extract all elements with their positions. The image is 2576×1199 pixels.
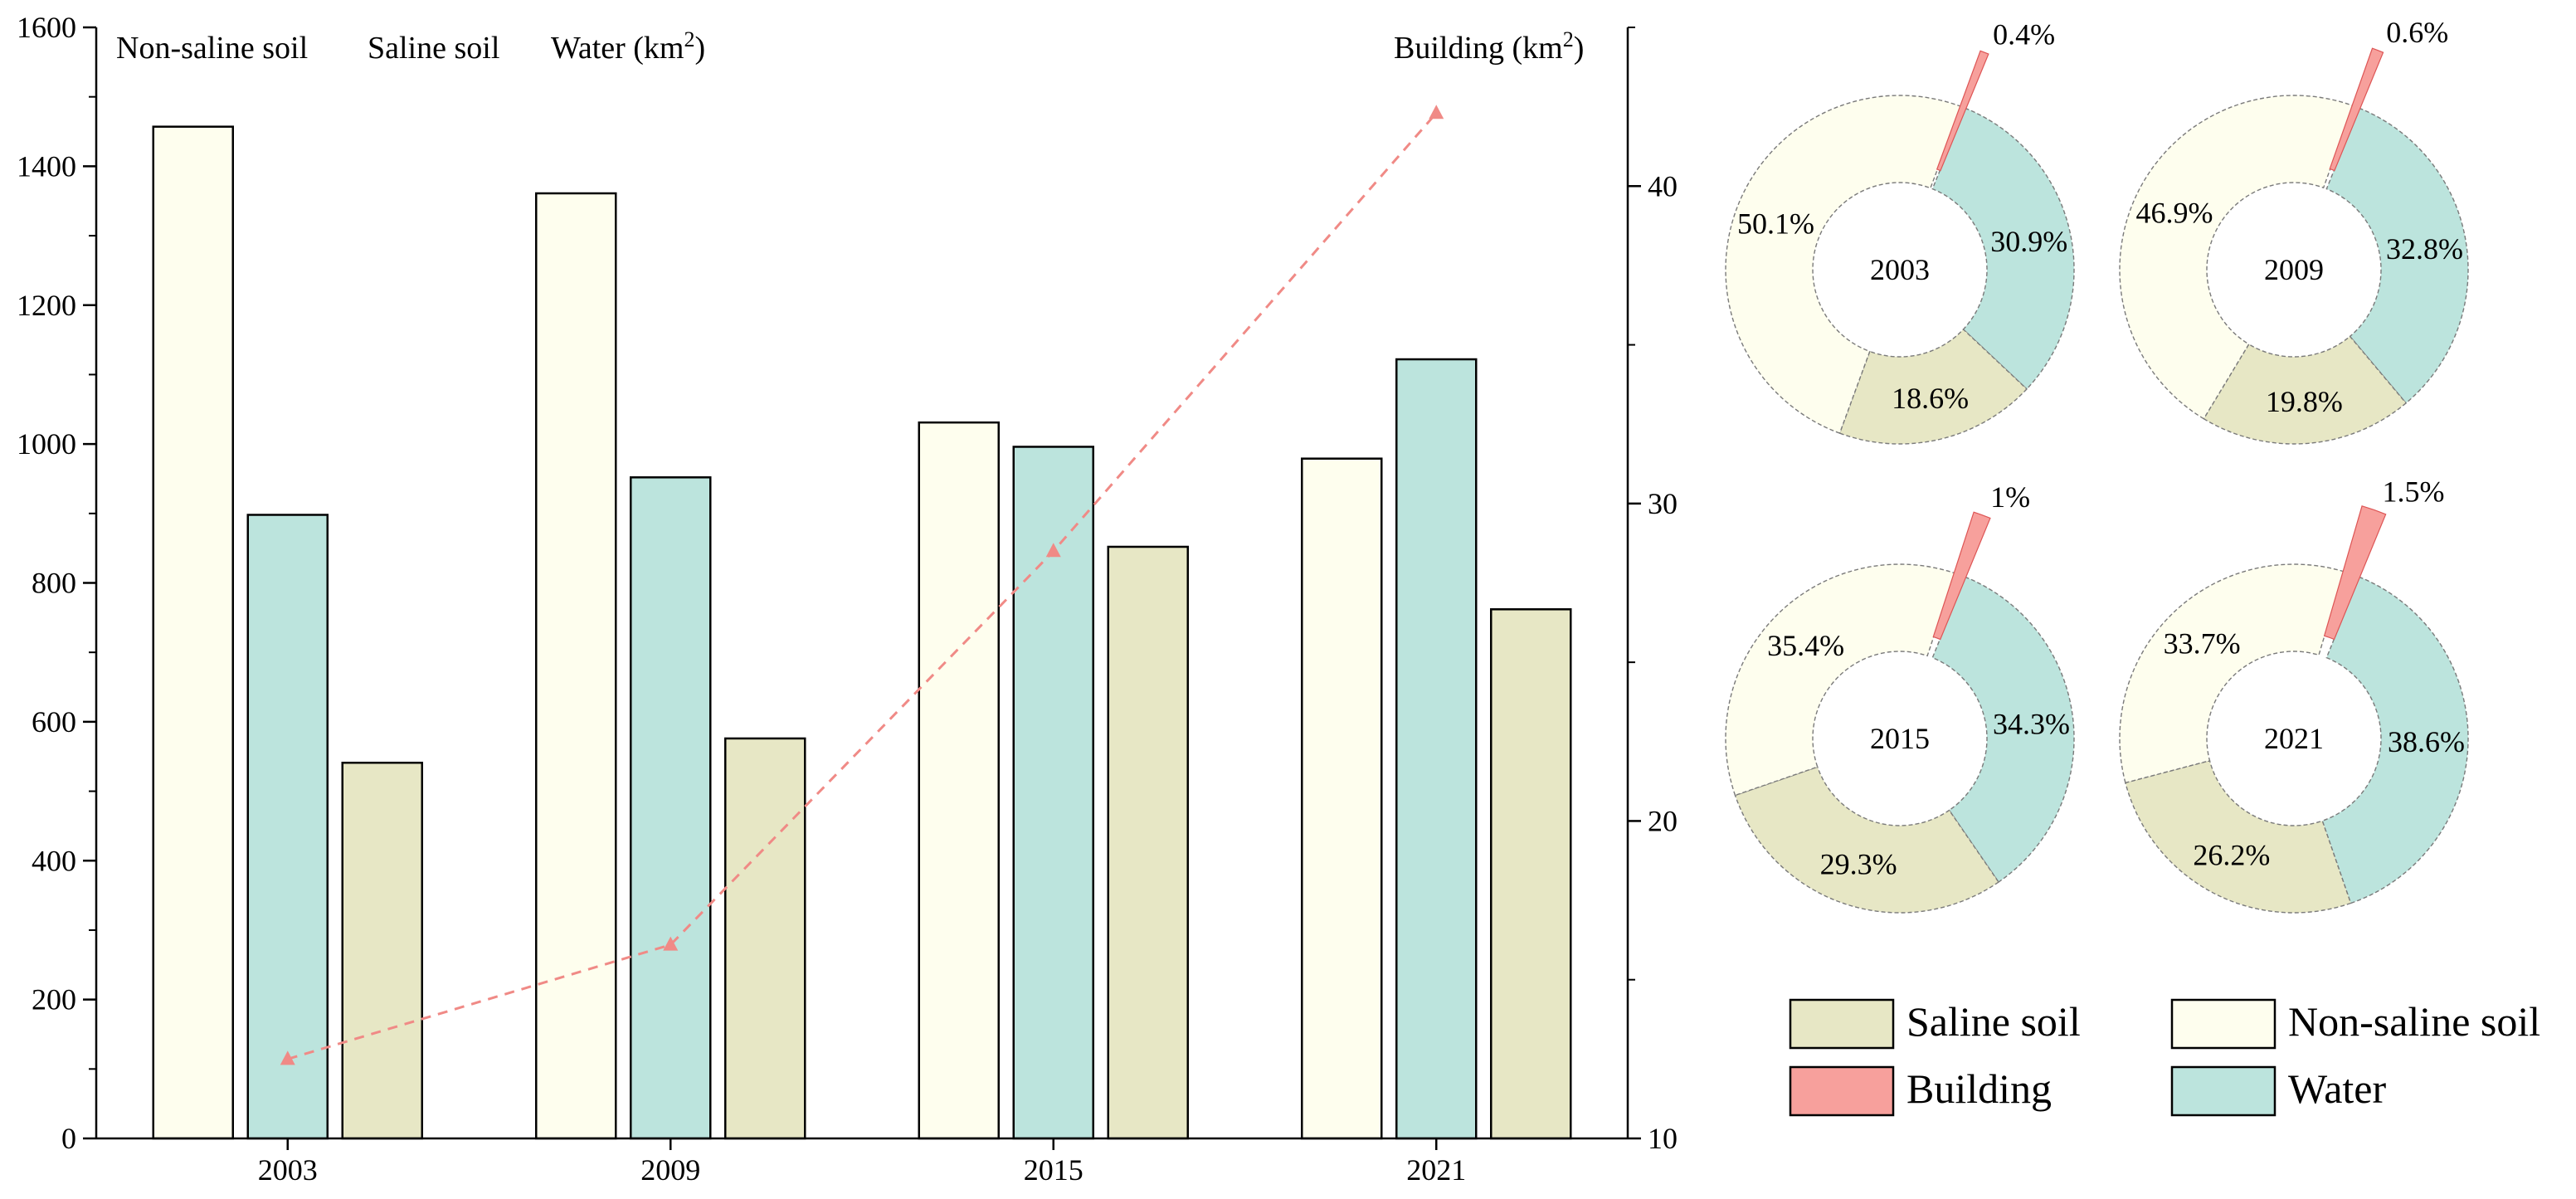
slice-building-2021 xyxy=(2323,505,2387,641)
donut-2009: 32.8% 19.8% 46.9% 0.6% 2009 xyxy=(2119,16,2469,445)
donut-2015: 34.3% 29.3% 35.4% 1% 2015 xyxy=(1725,480,2075,914)
donut-2003: 30.9% 18.6% 50.1% 0.4% 2003 xyxy=(1725,18,2075,445)
legend-swatch-saline xyxy=(1789,998,1895,1050)
left-tick-label-1200: 1200 xyxy=(17,289,76,322)
right-tick-label-20: 20 xyxy=(1648,804,1678,837)
left-tick-label-600: 600 xyxy=(32,705,76,738)
slice-label-nonsaline-2003: 50.1% xyxy=(1737,207,1814,240)
left-tick-label-1000: 1000 xyxy=(17,427,76,461)
building-point-2009 xyxy=(663,936,679,951)
legend-label-water: Water xyxy=(2288,1065,2386,1112)
right-tick-label-10: 10 xyxy=(1648,1122,1678,1155)
donut-2021: 38.6% 26.2% 33.7% 1.5% 2021 xyxy=(2119,475,2469,914)
slice-water-2015 xyxy=(1931,576,2075,884)
left-tick-label-1400: 1400 xyxy=(17,149,76,183)
slice-label-saline-2003: 18.6% xyxy=(1892,382,1969,415)
bar-nonsaline-2003 xyxy=(152,125,234,1140)
slice-label-water-2009: 32.8% xyxy=(2386,232,2463,266)
legend-swatch-building xyxy=(1789,1065,1895,1117)
slice-water-2021 xyxy=(2321,576,2469,904)
right-tick-label-40: 40 xyxy=(1648,169,1678,202)
bar-saline-2009 xyxy=(724,737,806,1140)
slice-saline-2015 xyxy=(1734,766,1999,914)
left-axis-unit-label: Non-saline soil Saline soil Water (km2) xyxy=(116,27,705,66)
left-tick-label-0: 0 xyxy=(61,1122,76,1155)
slice-label-saline-2009: 19.8% xyxy=(2266,385,2343,418)
slice-label-building-2003: 0.4% xyxy=(1993,18,2055,51)
donut-center-year-2003: 2003 xyxy=(1870,253,1930,286)
slice-label-building-2021: 1.5% xyxy=(2382,475,2444,509)
bar-water-2009 xyxy=(630,476,712,1140)
slice-nonsaline-2015 xyxy=(1725,563,1956,797)
slice-building-2003 xyxy=(1936,50,1989,172)
left-tick-label-400: 400 xyxy=(32,844,76,877)
x-tick-label-2003: 2003 xyxy=(258,1153,318,1187)
donut-center-year-2021: 2021 xyxy=(2264,722,2324,755)
slice-water-2003 xyxy=(1931,107,2075,390)
bar-nonsaline-2015 xyxy=(918,421,1000,1140)
bar-nonsaline-2009 xyxy=(535,192,617,1140)
slice-label-building-2009: 0.6% xyxy=(2386,16,2448,49)
slice-nonsaline-2021 xyxy=(2119,563,2345,784)
x-tick-label-2009: 2009 xyxy=(640,1153,700,1187)
slice-label-water-2021: 38.6% xyxy=(2388,725,2465,758)
bar-water-2015 xyxy=(1012,446,1094,1140)
slice-building-2009 xyxy=(2329,47,2384,172)
slice-nonsaline-2003 xyxy=(1725,95,1962,434)
x-tick-label-2015: 2015 xyxy=(1024,1153,1083,1187)
slice-water-2009 xyxy=(2325,107,2469,404)
slice-saline-2003 xyxy=(1838,328,2028,445)
left-tick-label-1600: 1600 xyxy=(17,11,76,44)
slice-label-water-2015: 34.3% xyxy=(1993,708,2070,741)
donut-center-year-2009: 2009 xyxy=(2264,253,2324,286)
slice-label-nonsaline-2015: 35.4% xyxy=(1767,629,1844,662)
legend: Saline soil Non-saline soil Building Water xyxy=(1789,998,2540,1117)
legend-swatch-nonsaline xyxy=(2170,998,2277,1050)
slice-label-nonsaline-2009: 46.9% xyxy=(2136,196,2213,229)
bar-saline-2003 xyxy=(341,762,423,1140)
building-point-2021 xyxy=(1429,105,1444,119)
bar-nonsaline-2021 xyxy=(1301,457,1383,1140)
bar-saline-2015 xyxy=(1107,545,1189,1140)
slice-saline-2021 xyxy=(2125,759,2352,914)
x-tick-label-2021: 2021 xyxy=(1406,1153,1466,1187)
bar-water-2021 xyxy=(1395,358,1478,1140)
bar-saline-2021 xyxy=(1490,608,1572,1140)
slice-saline-2009 xyxy=(2203,335,2408,445)
legend-swatch-water xyxy=(2170,1065,2277,1117)
slice-label-nonsaline-2021: 33.7% xyxy=(2164,626,2241,660)
slice-label-water-2003: 30.9% xyxy=(1990,225,2067,258)
slice-label-building-2015: 1% xyxy=(1990,480,2030,514)
donut-center-year-2015: 2015 xyxy=(1870,722,1930,755)
right-tick-label-30: 30 xyxy=(1648,487,1678,520)
right-axis-unit-label: Building (km2) xyxy=(1394,27,1584,66)
left-tick-label-200: 200 xyxy=(32,983,76,1016)
slice-nonsaline-2009 xyxy=(2119,95,2354,420)
slice-label-saline-2015: 29.3% xyxy=(1820,848,1897,881)
building-line xyxy=(287,112,1438,1060)
legend-label-nonsaline: Non-saline soil xyxy=(2288,998,2540,1045)
donut-charts: 30.9% 18.6% 50.1% 0.4% 2003 32.8% 19.8% 46.9% 0.… xyxy=(1725,16,2469,914)
building-point-2003 xyxy=(280,1050,295,1065)
left-tick-label-800: 800 xyxy=(32,567,76,600)
slice-label-saline-2021: 26.2% xyxy=(2193,839,2270,872)
legend-label-saline: Saline soil xyxy=(1906,998,2081,1045)
bar-water-2003 xyxy=(246,514,329,1140)
legend-label-building: Building xyxy=(1906,1065,2052,1112)
building-point-2015 xyxy=(1045,543,1061,558)
slice-building-2015 xyxy=(1932,511,1991,641)
bar-chart: 0 200 400 600 800 1000 1200 1400 1600 10 20 30 40 200… xyxy=(17,11,1678,1187)
